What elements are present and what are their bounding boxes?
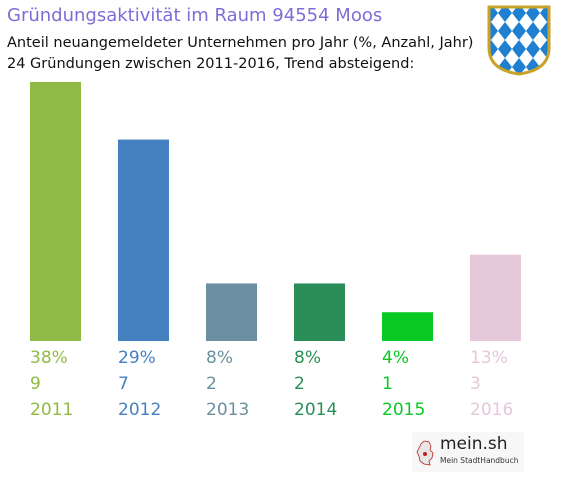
year-label-2012: 2012 xyxy=(118,400,161,420)
logo-tagline: Mein StadtHandbuch xyxy=(440,456,519,465)
bar-2012 xyxy=(118,139,169,341)
year-label-2011: 2011 xyxy=(30,400,73,420)
percent-label-2015: 4% xyxy=(382,348,409,368)
bar-2015 xyxy=(382,312,433,341)
count-label-2014: 2 xyxy=(294,374,305,394)
bar-2014 xyxy=(294,283,345,341)
bar-chart: 38% 9 2011 29% 7 2012 8% 2 2013 8% 2 2014 4% 1 2015 13%… xyxy=(30,82,521,420)
percent-label-2016: 13% xyxy=(470,348,508,368)
percent-label-2014: 8% xyxy=(294,348,321,368)
year-label-2013: 2013 xyxy=(206,400,249,420)
logo-name: mein.sh xyxy=(440,434,508,454)
bar-2013 xyxy=(206,283,257,341)
count-label-2013: 2 xyxy=(206,374,217,394)
count-label-2011: 9 xyxy=(30,374,41,394)
mein-sh-logo[interactable]: mein.sh Mein StadtHandbuch xyxy=(412,432,524,472)
chart-subtitle-line-1: Anteil neuangemeldeter Unternehmen pro J… xyxy=(7,35,474,51)
chart-subtitle-line-2: 24 Gründungen zwischen 2011-2016, Trend … xyxy=(7,56,415,72)
count-label-2016: 3 xyxy=(470,374,481,394)
year-label-2016: 2016 xyxy=(470,400,513,420)
percent-label-2013: 8% xyxy=(206,348,233,368)
year-label-2014: 2014 xyxy=(294,400,337,420)
year-label-2015: 2015 xyxy=(382,400,425,420)
bavaria-crest-icon xyxy=(487,5,551,76)
percent-label-2012: 29% xyxy=(118,348,156,368)
count-label-2015: 1 xyxy=(382,374,393,394)
percent-label-2011: 38% xyxy=(30,348,68,368)
count-label-2012: 7 xyxy=(118,374,129,394)
germany-map-icon xyxy=(416,440,434,466)
chart-title: Gründungsaktivität im Raum 94554 Moos xyxy=(7,5,383,26)
bar-2011 xyxy=(30,82,81,341)
bar-2016 xyxy=(470,254,521,341)
